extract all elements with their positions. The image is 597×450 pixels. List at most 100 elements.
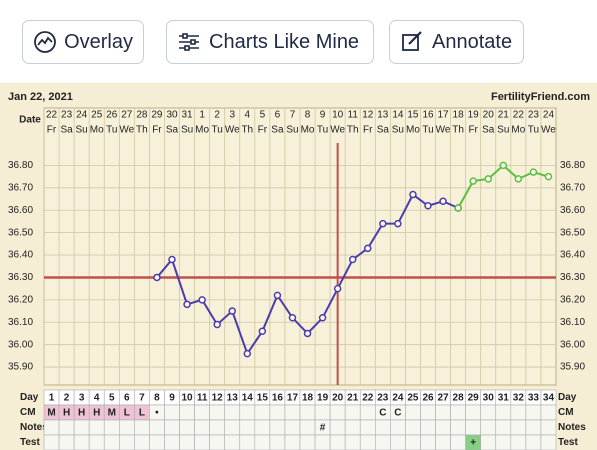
row-cell	[510, 434, 527, 450]
y-tick-label: 35.90	[8, 362, 33, 373]
weekday-label: We	[541, 125, 556, 136]
weekday-label: Mo	[195, 125, 209, 136]
temperature-point	[499, 161, 508, 170]
row-cell	[164, 419, 180, 436]
date-label: 11	[348, 110, 359, 121]
weekday-label: We	[119, 125, 134, 136]
temperature-point	[348, 255, 357, 264]
row-cell	[194, 434, 210, 450]
weekday-label: Tu	[422, 125, 433, 136]
day-entry: 19	[317, 393, 329, 404]
weekday-label: Sa	[166, 125, 179, 136]
row-cell	[450, 404, 466, 421]
date-label: 1	[199, 110, 205, 121]
y-tick-label-right: 36.40	[560, 250, 585, 261]
temperature-point	[409, 190, 417, 199]
row-cell	[405, 434, 421, 450]
date-label: 22	[513, 110, 525, 121]
weekday-label: Tu	[212, 125, 223, 136]
day-entry: 26	[422, 393, 434, 404]
row-cell	[495, 434, 512, 450]
row-cell	[58, 434, 75, 450]
date-label: 26	[106, 110, 118, 121]
row-cell	[329, 404, 346, 421]
temperature-point	[424, 201, 432, 210]
row-cell	[435, 419, 451, 436]
row-cell	[179, 419, 195, 436]
day-entry: 4	[94, 393, 100, 404]
day-entry: 21	[347, 393, 359, 404]
charts-like-mine-button[interactable]: Charts Like Mine	[166, 20, 374, 64]
day-entry: 22	[362, 393, 374, 404]
row-cell	[480, 404, 497, 421]
weekday-label: Mo	[301, 125, 315, 136]
temperature-point	[258, 327, 267, 335]
y-tick-label-right: 35.90	[560, 362, 585, 373]
cm-entry: M	[108, 408, 116, 419]
day-entry: 31	[498, 393, 510, 404]
row-cell	[299, 434, 316, 450]
button-label: Annotate	[432, 30, 513, 53]
y-tick-label-right: 36.50	[560, 227, 585, 238]
row-cell	[540, 419, 557, 436]
y-tick-label: 36.10	[8, 317, 33, 328]
row-cell	[254, 434, 271, 450]
row-cell	[164, 404, 180, 421]
temperature-point	[318, 314, 327, 322]
row-cell	[420, 404, 436, 421]
overlay-button[interactable]: Overlay	[22, 20, 144, 64]
row-cell	[269, 419, 286, 436]
weekday-label: Su	[76, 125, 88, 136]
row-cell	[450, 434, 466, 450]
y-tick-label-right: 36.60	[560, 205, 585, 216]
row-cell	[495, 419, 512, 436]
y-tick-label-right: 36.80	[560, 160, 585, 171]
row-cell	[73, 434, 90, 450]
day-entry: 15	[257, 393, 269, 404]
row-cell	[43, 434, 60, 450]
row-cell	[224, 434, 241, 450]
row-cell	[209, 404, 226, 421]
row-cell	[179, 434, 195, 450]
day-entry: 17	[287, 393, 299, 404]
day-entry: 10	[181, 393, 193, 404]
row-cell	[329, 434, 346, 450]
row-cell	[299, 404, 316, 421]
y-tick-label: 36.20	[8, 294, 33, 305]
date-label: 23	[528, 110, 540, 121]
weekday-label: Fr	[468, 125, 478, 136]
button-label: Overlay	[64, 30, 133, 53]
day-entry: 1	[49, 393, 55, 404]
row-cell	[73, 419, 90, 436]
temperature-point	[183, 300, 191, 309]
cm-entry: C	[394, 408, 401, 419]
weekday-label: Mo	[406, 125, 420, 136]
row-cell	[254, 404, 271, 421]
day-entry: 33	[528, 393, 540, 404]
day-entry: 13	[227, 393, 239, 404]
cm-entry: M	[47, 408, 55, 419]
row-cell	[179, 404, 195, 421]
row-cell	[284, 419, 301, 436]
y-tick-label: 36.60	[8, 205, 33, 216]
annotate-button[interactable]: Annotate	[389, 20, 524, 64]
day-entry: 29	[468, 393, 480, 404]
temperature-point	[303, 329, 312, 338]
row-cell	[118, 419, 135, 436]
day-entry: 25	[407, 393, 419, 404]
cm-entry: C	[379, 408, 386, 419]
row-cell	[209, 419, 226, 436]
temperature-point	[394, 219, 402, 228]
date-label: 3	[229, 110, 235, 121]
y-tick-label: 36.40	[8, 250, 33, 261]
date-label: 7	[290, 110, 296, 121]
row-cell	[164, 434, 180, 450]
date-label: 30	[166, 110, 178, 121]
overlay-icon	[34, 31, 56, 53]
date-label: 24	[543, 110, 555, 121]
row-label-right: CM	[558, 407, 574, 418]
y-tick-label: 36.80	[8, 160, 33, 171]
row-cell	[344, 434, 361, 450]
row-cell	[329, 419, 346, 436]
temperature-point	[529, 168, 538, 176]
